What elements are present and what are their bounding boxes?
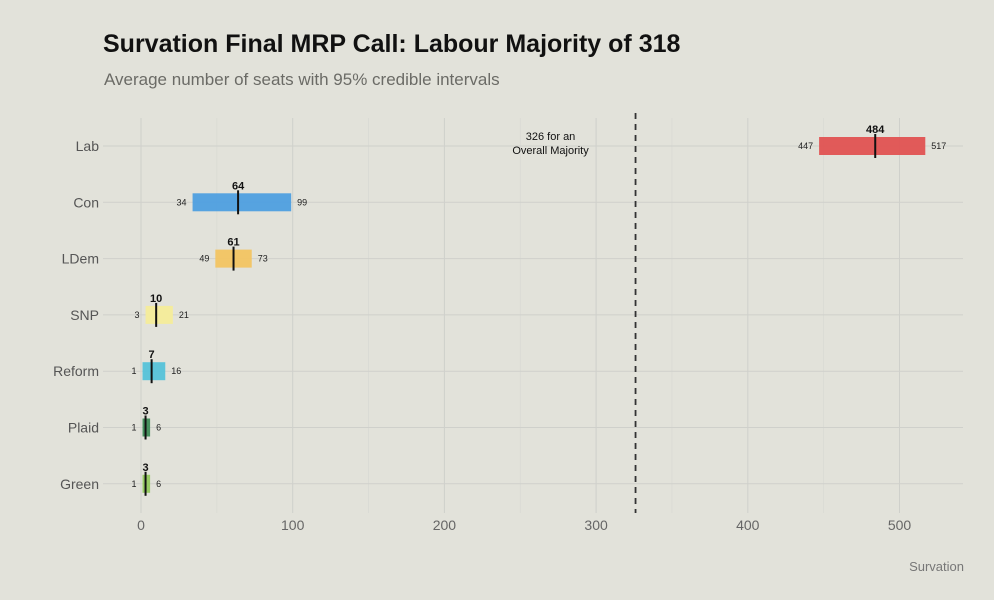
mean-value-label: 61: [227, 237, 239, 249]
interval-low-label: 34: [177, 197, 187, 207]
category-label: SNP: [70, 307, 99, 323]
interval-bar-con: [192, 193, 292, 212]
interval-low-label: 49: [199, 254, 209, 264]
category-label: LDem: [62, 251, 99, 267]
interval-bar-reform: [142, 362, 166, 381]
interval-low-label: 3: [135, 310, 140, 320]
mean-value-label: 3: [142, 406, 148, 418]
x-tick-label: 200: [433, 517, 457, 533]
interval-bar-snp: [145, 305, 173, 324]
mean-value-label: 7: [149, 349, 155, 361]
x-tick-label: 400: [736, 517, 760, 533]
category-label: Green: [60, 476, 99, 492]
reference-annotation: Overall Majority: [512, 145, 589, 157]
mean-value-label: 3: [142, 462, 148, 474]
x-tick-label: 300: [584, 517, 608, 533]
interval-low-label: 1: [132, 479, 137, 489]
interval-high-label: 6: [156, 479, 161, 489]
mean-value-label: 64: [232, 180, 245, 192]
interval-high-label: 6: [156, 423, 161, 433]
interval-low-label: 447: [798, 141, 813, 151]
interval-high-label: 21: [179, 310, 189, 320]
category-label: Con: [73, 194, 99, 210]
reference-annotation: 326 for an: [526, 131, 576, 143]
interval-high-label: 73: [258, 254, 268, 264]
x-tick-label: 100: [281, 517, 305, 533]
interval-low-label: 1: [132, 423, 137, 433]
mean-value-label: 484: [866, 124, 885, 136]
interval-high-label: 99: [297, 197, 307, 207]
category-label: Reform: [53, 363, 99, 379]
chart-title: Survation Final MRP Call: Labour Majorit…: [103, 30, 681, 58]
interval-high-label: 16: [171, 366, 181, 376]
x-tick-label: 0: [137, 517, 145, 533]
interval-high-label: 517: [931, 141, 946, 151]
category-label: Plaid: [68, 420, 99, 436]
interval-low-label: 1: [132, 366, 137, 376]
category-label: Lab: [76, 138, 100, 154]
interval-bar-lab: [819, 137, 926, 155]
mean-value-label: 10: [150, 293, 162, 305]
chart-subtitle: Average number of seats with 95% credibl…: [104, 70, 500, 89]
source-credit: Survation: [909, 559, 964, 574]
x-tick-label: 500: [888, 517, 912, 533]
